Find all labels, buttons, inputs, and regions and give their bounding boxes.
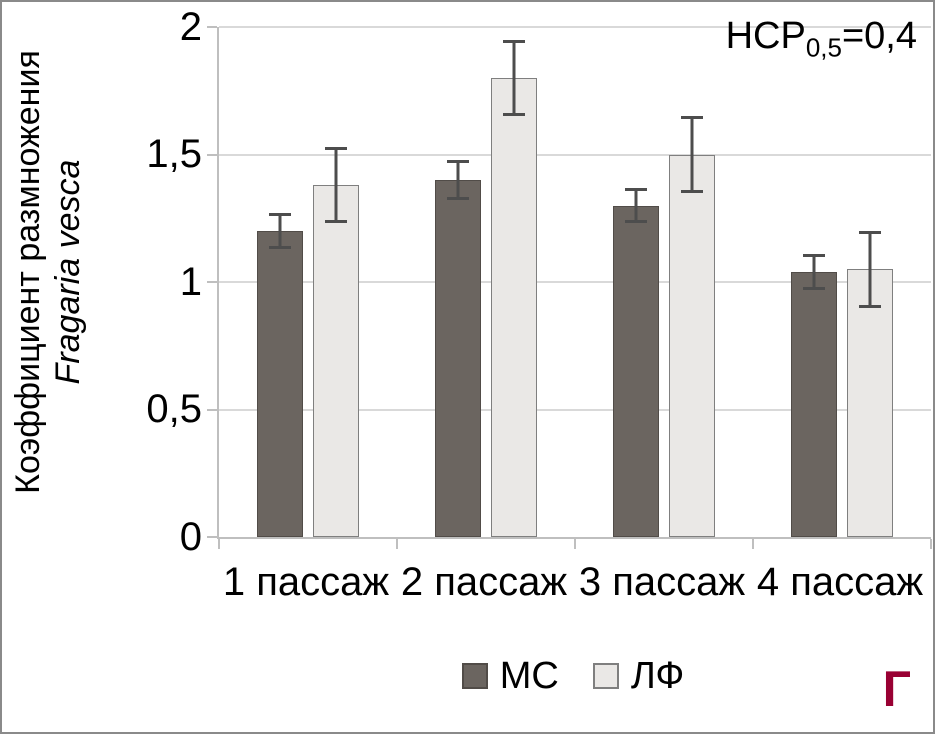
x-tickmark-3	[752, 539, 754, 549]
error-bar-series2-group3	[681, 116, 703, 193]
bar-series2-group3	[669, 154, 715, 537]
bar-slot-s2-g4	[847, 27, 893, 537]
y-tickmark-2	[207, 26, 217, 28]
x-tickmark-2	[574, 539, 576, 549]
bar-group-4	[753, 27, 931, 537]
bar-series2-group4	[847, 269, 893, 537]
bar-group-2	[397, 27, 575, 537]
lsd-prefix: НСР	[725, 15, 806, 57]
bar-series1-group4	[791, 271, 837, 537]
x-label-passage-1: 1 пассаж	[222, 560, 390, 604]
error-bar-series1-group1	[269, 213, 291, 249]
y-tick-1: 1	[179, 260, 202, 304]
y-tick-1-5: 1,5	[146, 132, 202, 176]
legend-swatch-mc	[461, 663, 488, 689]
bar-slot-s1-g2	[435, 27, 481, 537]
y-tickmark-1-5	[207, 153, 217, 156]
bar-group-3	[575, 27, 753, 537]
gridline-1-5	[219, 153, 931, 156]
lsd-annotation: НСР0,5=0,4	[726, 14, 917, 70]
panel-letter: Г	[882, 661, 911, 717]
legend-label-lf: ЛФ	[630, 655, 685, 697]
y-axis-tick-labels: 2 1,5 1 0,5 0	[98, 5, 202, 559]
x-label-passage-3: 3 пассаж	[578, 560, 746, 604]
lsd-subscript: 0,5	[805, 32, 842, 63]
error-bar-series2-group4	[859, 231, 881, 308]
bar-series2-group2	[491, 78, 537, 537]
y-tickmark-0	[207, 536, 217, 538]
bar-group-1	[219, 27, 397, 537]
legend-item-mc: МС	[461, 654, 559, 698]
gridline-1	[219, 281, 931, 283]
y-tick-0-5: 0,5	[146, 387, 202, 431]
error-bar-series1-group4	[803, 253, 825, 290]
bar-slot-s2-g3	[669, 27, 715, 537]
bar-slot-s1-g1	[257, 27, 303, 537]
x-axis-labels: 1 пассаж 2 пассаж 3 пассаж 4 пассаж	[217, 558, 929, 606]
y-tick-2: 2	[179, 5, 202, 49]
error-bar-series2-group1	[325, 146, 347, 224]
bar-slot-s2-g1	[313, 27, 359, 537]
x-tickmark-1	[396, 539, 398, 549]
bar-series1-group1	[257, 231, 303, 537]
legend-item-lf: ЛФ	[592, 654, 685, 698]
legend-swatch-lf	[592, 663, 619, 689]
y-axis-title-line1: Коэффициент размножения	[9, 50, 47, 494]
bar-slot-s1-g3	[613, 27, 659, 537]
y-tickmark-1	[207, 281, 217, 283]
x-tickmark-0	[218, 539, 220, 549]
gridline-2	[219, 26, 931, 28]
error-bar-series1-group3	[625, 187, 647, 224]
gridline-0-5	[219, 408, 931, 411]
plot-area	[207, 26, 932, 549]
y-tick-0: 0	[179, 515, 202, 559]
error-bar-series2-group2	[503, 39, 525, 117]
legend: МС ЛФ	[217, 654, 929, 698]
y-axis-title-line2: Fragaria vesca	[49, 159, 87, 385]
lsd-value: =0,4	[841, 15, 917, 57]
bar-slot-s2-g2	[491, 27, 537, 537]
y-tickmark-0-5	[207, 408, 217, 411]
x-label-passage-4: 4 пассаж	[756, 560, 924, 604]
bar-series2-group1	[313, 185, 359, 537]
x-tickmark-4	[930, 539, 932, 549]
bar-series1-group3	[613, 205, 659, 537]
legend-label-mc: МС	[499, 655, 559, 697]
x-label-passage-2: 2 пассаж	[400, 560, 568, 604]
bar-slot-s1-g4	[791, 27, 837, 537]
bar-groups	[219, 27, 931, 537]
bar-series1-group2	[435, 180, 481, 537]
error-bar-series1-group2	[447, 159, 469, 201]
